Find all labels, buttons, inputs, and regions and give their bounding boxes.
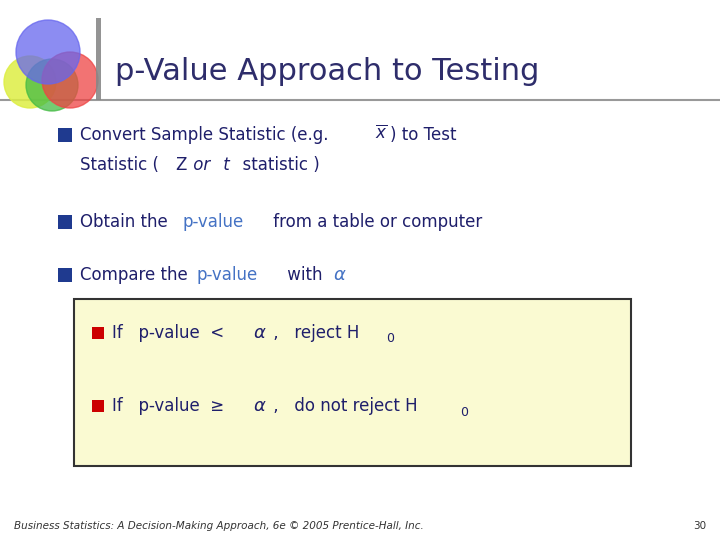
FancyBboxPatch shape — [74, 299, 631, 466]
Circle shape — [42, 52, 98, 108]
Text: If   p-value  <: If p-value < — [112, 324, 230, 342]
Bar — [92, 327, 104, 339]
Text: t: t — [218, 156, 230, 174]
Text: from a table or computer: from a table or computer — [268, 213, 482, 231]
Text: ,   reject H: , reject H — [268, 324, 359, 342]
Text: p-value: p-value — [197, 266, 258, 284]
Text: Obtain the: Obtain the — [80, 213, 173, 231]
Text: or: or — [188, 156, 210, 174]
Text: ) to Test: ) to Test — [390, 126, 456, 144]
Text: 30: 30 — [693, 521, 706, 531]
Bar — [92, 400, 104, 412]
Text: Business Statistics: A Decision-Making Approach, 6e © 2005 Prentice-Hall, Inc.: Business Statistics: A Decision-Making A… — [14, 521, 424, 531]
Text: $\overline{x}$: $\overline{x}$ — [375, 124, 387, 142]
Text: $\alpha$: $\alpha$ — [253, 324, 266, 342]
Text: p-Value Approach to Testing: p-Value Approach to Testing — [115, 57, 539, 86]
Text: $\alpha$: $\alpha$ — [333, 266, 346, 284]
Text: Convert Sample Statistic (e.g.: Convert Sample Statistic (e.g. — [80, 126, 334, 144]
Bar — [58, 128, 72, 142]
Text: with: with — [282, 266, 333, 284]
Text: $\alpha$: $\alpha$ — [253, 397, 266, 415]
Text: 0: 0 — [386, 333, 394, 346]
Bar — [96, 18, 101, 100]
Circle shape — [26, 59, 78, 111]
Bar — [58, 268, 72, 282]
Text: Compare the: Compare the — [80, 266, 193, 284]
Circle shape — [16, 20, 80, 84]
Text: p-value: p-value — [183, 213, 244, 231]
Text: Statistic (: Statistic ( — [80, 156, 164, 174]
Text: statistic ): statistic ) — [232, 156, 320, 174]
Bar — [58, 215, 72, 229]
Text: 0: 0 — [460, 406, 468, 419]
Text: ,   do not reject H: , do not reject H — [268, 397, 418, 415]
Text: If   p-value  ≥: If p-value ≥ — [112, 397, 230, 415]
Circle shape — [4, 56, 56, 108]
Text: Z: Z — [175, 156, 186, 174]
